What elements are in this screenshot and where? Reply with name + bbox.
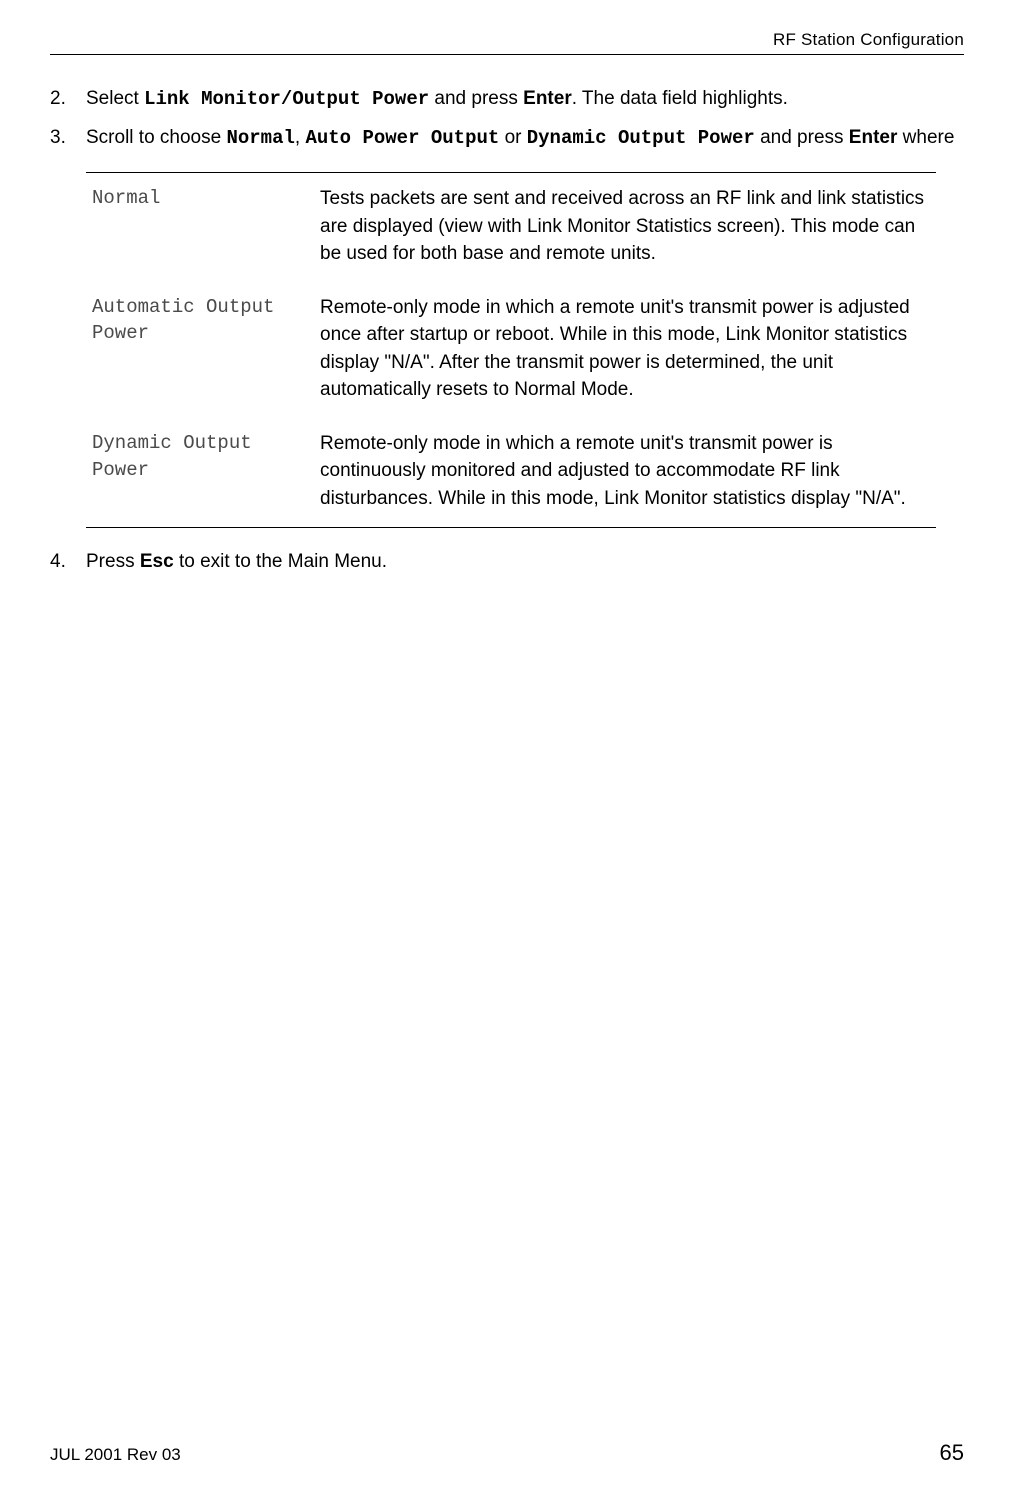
- mode-name: Normal: [92, 185, 320, 268]
- mode-name: Automatic Output Power: [92, 294, 320, 404]
- step-body: Press Esc to exit to the Main Menu.: [86, 548, 964, 576]
- table-row: Normal Tests packets are sent and receiv…: [86, 173, 936, 282]
- step-body: Select Link Monitor/Output Power and pre…: [86, 85, 964, 114]
- page-content: 2. Select Link Monitor/Output Power and …: [50, 85, 964, 575]
- mode-table: Normal Tests packets are sent and receiv…: [86, 172, 936, 527]
- step-number: 3.: [50, 124, 86, 153]
- page-footer: JUL 2001 Rev 03 65: [50, 1440, 964, 1466]
- mode-description: Tests packets are sent and received acro…: [320, 185, 930, 268]
- table-row: Dynamic Output Power Remote-only mode in…: [86, 418, 936, 527]
- mode-description: Remote-only mode in which a remote unit'…: [320, 294, 930, 404]
- table-row: Automatic Output Power Remote-only mode …: [86, 282, 936, 418]
- mode-name: Dynamic Output Power: [92, 430, 320, 513]
- page-header: RF Station Configuration: [50, 30, 964, 55]
- step-number: 2.: [50, 85, 86, 114]
- page-number: 65: [940, 1440, 964, 1466]
- step-4: 4. Press Esc to exit to the Main Menu.: [50, 548, 964, 576]
- step-2: 2. Select Link Monitor/Output Power and …: [50, 85, 964, 114]
- step-number: 4.: [50, 548, 86, 576]
- mode-description: Remote-only mode in which a remote unit'…: [320, 430, 930, 513]
- step-body: Scroll to choose Normal, Auto Power Outp…: [86, 124, 964, 153]
- header-title: RF Station Configuration: [50, 30, 964, 50]
- footer-date: JUL 2001 Rev 03: [50, 1445, 181, 1465]
- step-3: 3. Scroll to choose Normal, Auto Power O…: [50, 124, 964, 153]
